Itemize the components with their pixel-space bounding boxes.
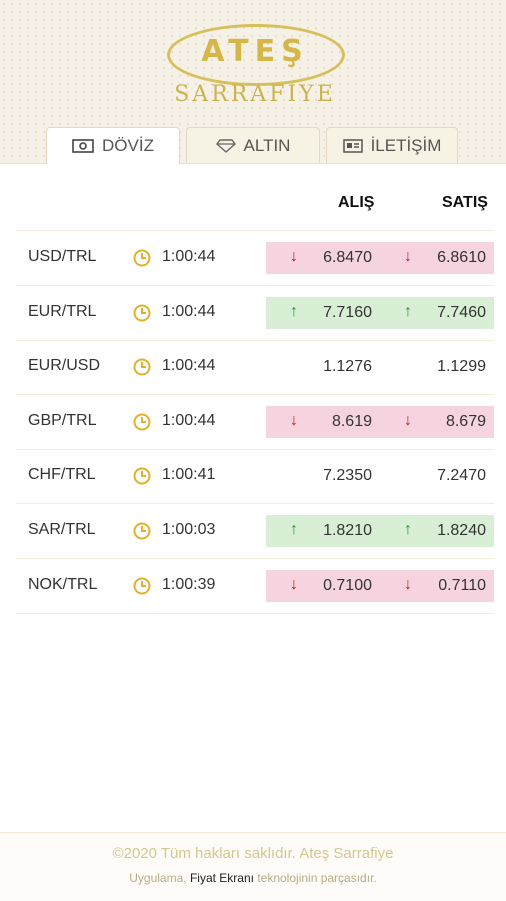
update-time: 1:00:44 (162, 411, 216, 429)
logo-oval (167, 24, 345, 86)
copyright-text: ©2020 Tüm hakları saklıdır. Ateş Sarrafi… (112, 845, 394, 862)
buy-price: 1.8210 (323, 522, 372, 539)
currency-pair: EUR/USD (28, 357, 101, 375)
sell-price: 1.8240 (437, 522, 486, 539)
arrow-up-icon: ↑ (290, 302, 298, 320)
tab-bar: DÖVİZ ALTIN İLETİŞİM (46, 127, 466, 164)
update-time: 1:00:44 (162, 302, 216, 320)
clock-icon (132, 303, 152, 323)
table-row: EUR/USD 1:00:44 1.1276 1.1299 (16, 340, 494, 396)
footer: ©2020 Tüm hakları saklıdır. Ateş Sarrafi… (0, 832, 506, 901)
currency-pair: GBP/TRL (28, 411, 97, 429)
footer-note: Uygulama, Fiyat Ekranı teknolojinin parç… (0, 871, 506, 885)
table-row: NOK/TRL 1:00:39 ↓ ↓ 0.7100 0.7110 (16, 559, 494, 614)
quote-cells: 1.1276 1.1299 (266, 351, 494, 383)
table-row: GBP/TRL 1:00:44 ↓ ↓ 8.619 8.679 (16, 395, 494, 450)
sell-header: SATIŞ (442, 194, 488, 211)
quote-cells: ↑ ↑ 7.7160 7.7460 (266, 296, 494, 329)
tab-label: ALTIN (243, 135, 291, 155)
quote-cells: ↓ ↓ 0.7100 0.7110 (266, 569, 494, 602)
arrow-down-icon: ↓ (404, 411, 412, 429)
buy-price: 7.7160 (323, 303, 372, 321)
update-time: 1:00:41 (162, 466, 216, 484)
tab-iletisim[interactable]: İLETİŞİM (326, 127, 458, 163)
buy-price: 6.8470 (323, 249, 372, 266)
note-prefix: Uygulama, (129, 871, 187, 885)
table-row: USD/TRL 1:00:44 ↓ ↓ 6.8470 6.8610 (16, 231, 494, 286)
currency-pair: USD/TRL (28, 248, 97, 265)
logo-subtitle: SARRAFIYE (174, 82, 336, 107)
sell-price: 1.1299 (437, 358, 486, 376)
clock-icon (132, 412, 152, 432)
currency-pair: CHF/TRL (28, 466, 96, 484)
diamond-icon (215, 138, 236, 153)
table-row: CHF/TRL 1:00:41 7.2350 7.2470 (16, 449, 494, 505)
banknote-icon (72, 139, 94, 153)
buy-price: 0.7100 (323, 576, 372, 594)
buy-price: 7.2350 (323, 467, 372, 485)
table-row: EUR/TRL 1:00:44 ↑ ↑ 7.7160 7.7460 (16, 286, 494, 341)
clock-icon (132, 248, 152, 268)
quote-cells: ↓ ↓ 6.8470 6.8610 (266, 242, 494, 274)
arrow-up-icon: ↑ (404, 302, 412, 320)
quote-cells: ↓ ↓ 8.619 8.679 (266, 405, 494, 438)
update-time: 1:00:44 (162, 357, 216, 375)
arrow-down-icon: ↓ (290, 411, 298, 429)
buy-header: ALIŞ (338, 194, 375, 211)
currency-pair: EUR/TRL (28, 302, 97, 320)
buy-price: 8.619 (331, 412, 372, 430)
sell-price: 6.8610 (437, 249, 486, 266)
table-row: SAR/TRL 1:00:03 ↑ ↑ 1.8210 1.8240 (16, 504, 494, 559)
arrow-down-icon: ↓ (404, 248, 412, 265)
tab-altin[interactable]: ALTIN (186, 127, 320, 163)
arrow-up-icon: ↑ (404, 521, 412, 538)
quote-cells: ↑ ↑ 1.8210 1.8240 (266, 515, 494, 547)
fiyat-ekrani-link[interactable]: Fiyat Ekranı (189, 871, 254, 885)
update-time: 1:00:39 (162, 575, 216, 593)
quote-cells: 7.2350 7.2470 (266, 460, 494, 492)
tab-label: İLETİŞİM (370, 135, 442, 155)
currency-pair: NOK/TRL (28, 575, 98, 593)
update-time: 1:00:03 (162, 521, 216, 538)
sell-price: 7.7460 (437, 303, 486, 321)
clock-icon (132, 357, 152, 377)
tab-doviz[interactable]: DÖVİZ (46, 127, 180, 164)
clock-icon (132, 576, 152, 596)
arrow-up-icon: ↑ (290, 521, 298, 538)
arrow-down-icon: ↓ (404, 575, 412, 593)
logo[interactable]: ATEŞ SARRAFIYE (165, 22, 345, 114)
sell-price: 0.7110 (438, 576, 486, 594)
tab-label: DÖVİZ (102, 136, 154, 155)
logo-title: ATEŞ (201, 34, 309, 69)
arrow-down-icon: ↓ (290, 575, 298, 593)
contact-card-icon (342, 138, 363, 153)
arrow-down-icon: ↓ (290, 248, 298, 265)
currency-pair: SAR/TRL (28, 521, 96, 538)
sell-price: 8.679 (445, 412, 486, 430)
buy-price: 1.1276 (323, 358, 372, 376)
clock-icon (132, 466, 152, 486)
note-suffix: teknolojinin parçasıdır. (257, 871, 377, 885)
table-header: ALIŞ SATIŞ (16, 180, 494, 231)
sell-price: 7.2470 (437, 467, 486, 485)
clock-icon (132, 521, 152, 541)
update-time: 1:00:44 (162, 248, 216, 265)
header: ATEŞ SARRAFIYE DÖVİZ ALTIN İLETİŞİM (0, 0, 506, 164)
